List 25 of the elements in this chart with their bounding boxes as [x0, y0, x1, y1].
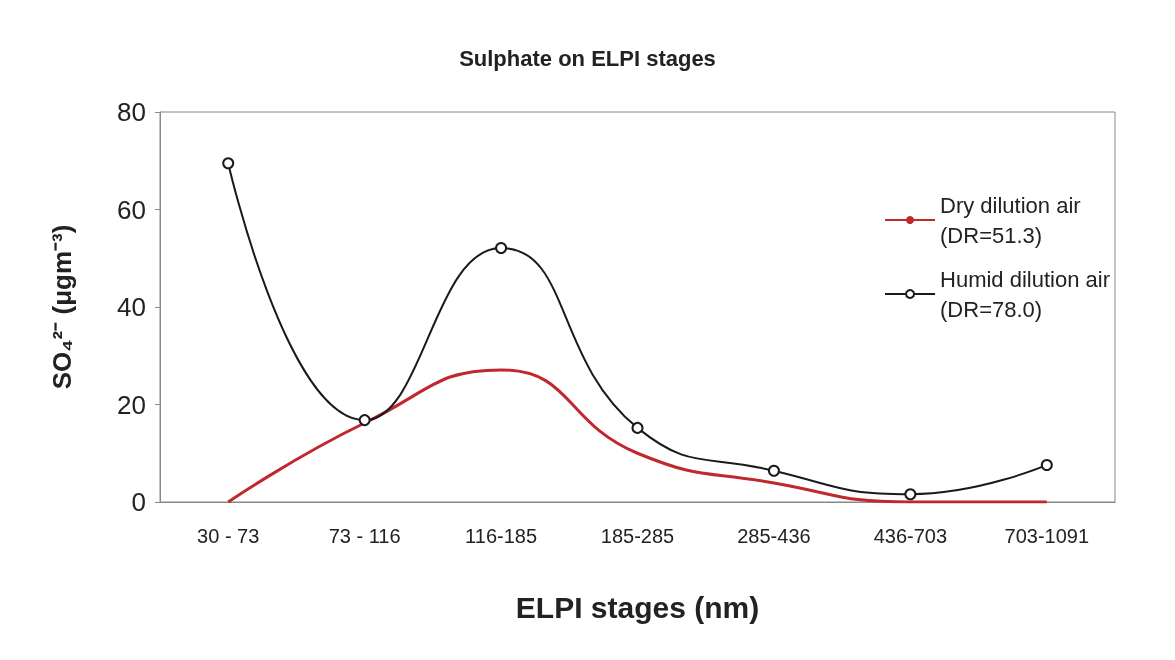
point: [631, 421, 644, 434]
legend-label: Humid dilution air (DR=78.0): [940, 266, 1111, 322]
y-tick-label: 60: [117, 194, 146, 225]
point: [767, 464, 780, 477]
x-tick-label: 116-185: [465, 525, 538, 547]
point: [495, 242, 508, 255]
line-series: [226, 368, 1049, 504]
y-tick-label: 80: [117, 97, 146, 127]
y-axis-title: SO₄²⁻ (μgm⁻³): [47, 224, 77, 390]
point: [358, 414, 371, 427]
legend-label: Dry dilution air (DR=51.3): [940, 192, 1081, 248]
point: [1040, 458, 1053, 471]
x-tick-label: 436-703: [873, 525, 948, 547]
y-tick-label: 20: [117, 389, 146, 420]
x-axis-title: ELPI stages (nm): [515, 590, 760, 624]
point: [904, 488, 917, 501]
x-tick-label: 285-436: [737, 525, 811, 547]
chart-title: Sulphate on ELPI stages: [459, 45, 716, 71]
x-tick-label: 73 - 116: [328, 525, 401, 547]
y-tick-label: 0: [131, 487, 146, 517]
x-tick-label: 185-285: [600, 525, 675, 547]
y-tick-label: 40: [117, 292, 146, 322]
x-tick-label: 30 - 73: [197, 525, 260, 547]
x-tick-label: 703-1091: [1004, 525, 1090, 547]
point: [222, 157, 235, 170]
